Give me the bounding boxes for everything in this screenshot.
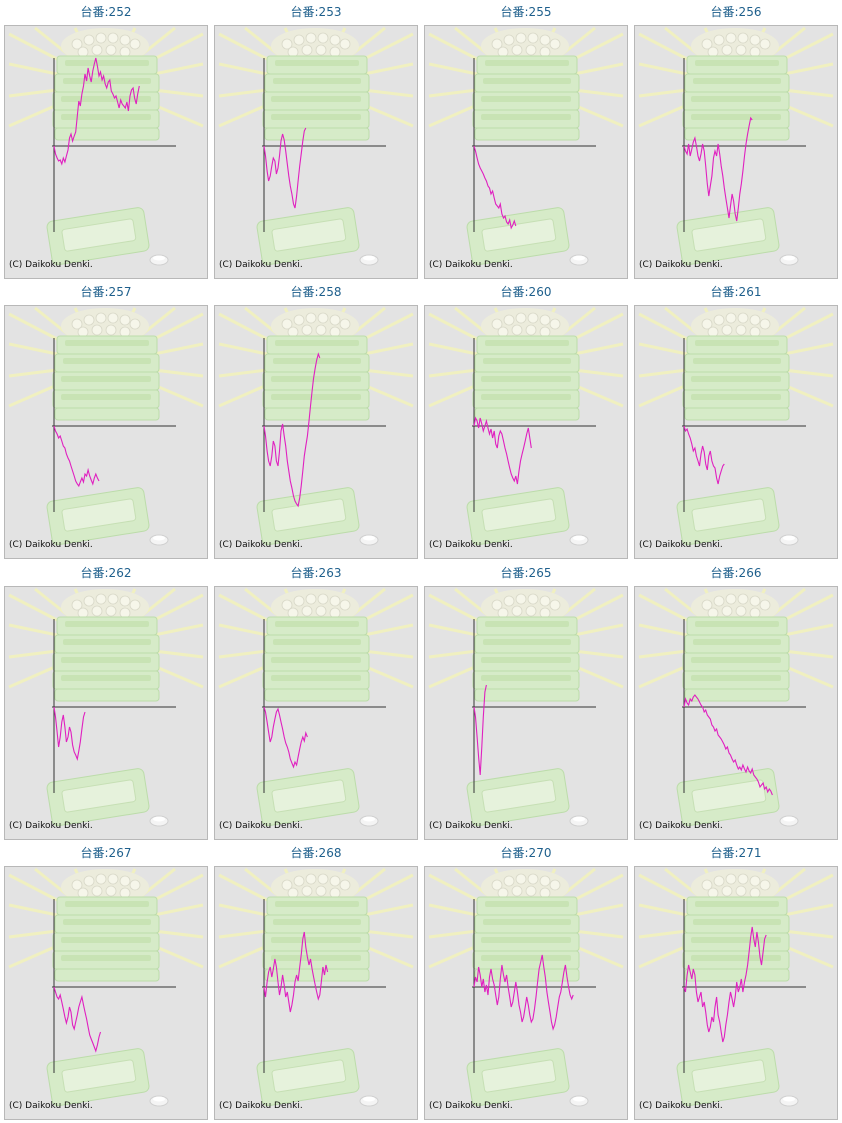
chart-panel: (C) Daikoku Denki. bbox=[4, 25, 208, 279]
chart-panel: (C) Daikoku Denki. bbox=[634, 305, 838, 559]
line-chart bbox=[637, 306, 835, 548]
chart-title: 台番:255 bbox=[500, 5, 552, 19]
copyright-text: (C) Daikoku Denki. bbox=[639, 260, 723, 270]
copyright-text: (C) Daikoku Denki. bbox=[429, 260, 513, 270]
chart-panel: (C) Daikoku Denki. bbox=[4, 586, 208, 840]
background-artwork bbox=[427, 867, 625, 1109]
chart-title: 台番:263 bbox=[290, 566, 342, 580]
copyright-text: (C) Daikoku Denki. bbox=[219, 260, 303, 270]
data-series-line bbox=[53, 57, 140, 166]
data-series-line bbox=[683, 425, 725, 485]
data-series-line bbox=[53, 425, 100, 488]
background-artwork bbox=[427, 306, 625, 548]
background-artwork bbox=[637, 587, 835, 829]
line-chart bbox=[427, 306, 625, 548]
chart-panel: (C) Daikoku Denki. bbox=[4, 866, 208, 1120]
line-chart bbox=[637, 26, 835, 268]
data-series-line bbox=[53, 986, 102, 1053]
data-series-line bbox=[473, 145, 517, 230]
chart-panel: (C) Daikoku Denki. bbox=[214, 586, 418, 840]
chart-title: 台番:262 bbox=[80, 566, 132, 580]
chart-title: 台番:265 bbox=[500, 566, 552, 580]
copyright-text: (C) Daikoku Denki. bbox=[9, 821, 93, 831]
data-series-line bbox=[473, 684, 487, 776]
data-series-line bbox=[683, 694, 773, 796]
chart-panel: (C) Daikoku Denki. bbox=[214, 305, 418, 559]
chart-title: 台番:256 bbox=[710, 5, 762, 19]
chart-title: 台番:260 bbox=[500, 285, 552, 299]
copyright-text: (C) Daikoku Denki. bbox=[9, 1101, 93, 1111]
background-artwork bbox=[7, 867, 205, 1109]
line-chart bbox=[7, 867, 205, 1109]
data-series-line bbox=[263, 127, 307, 209]
chart-title: 台番:253 bbox=[290, 5, 342, 19]
copyright-text: (C) Daikoku Denki. bbox=[9, 260, 93, 270]
line-chart bbox=[637, 867, 835, 1109]
chart-panel: (C) Daikoku Denki. bbox=[634, 25, 838, 279]
chart-title: 台番:270 bbox=[500, 846, 552, 860]
copyright-text: (C) Daikoku Denki. bbox=[219, 821, 303, 831]
chart-title: 台番:261 bbox=[710, 285, 762, 299]
data-series-line bbox=[473, 416, 532, 485]
line-chart bbox=[217, 587, 415, 829]
chart-panel: (C) Daikoku Denki. bbox=[4, 305, 208, 559]
line-chart bbox=[217, 306, 415, 548]
chart-panel: (C) Daikoku Denki. bbox=[424, 25, 628, 279]
copyright-text: (C) Daikoku Denki. bbox=[429, 1101, 513, 1111]
chart-title: 台番:258 bbox=[290, 285, 342, 299]
chart-panel: (C) Daikoku Denki. bbox=[424, 305, 628, 559]
background-artwork bbox=[217, 306, 415, 548]
chart-panel: (C) Daikoku Denki. bbox=[214, 25, 418, 279]
copyright-text: (C) Daikoku Denki. bbox=[639, 540, 723, 550]
background-artwork bbox=[7, 587, 205, 829]
copyright-text: (C) Daikoku Denki. bbox=[639, 821, 723, 831]
line-chart bbox=[217, 26, 415, 268]
copyright-text: (C) Daikoku Denki. bbox=[219, 1101, 303, 1111]
line-chart bbox=[7, 26, 205, 268]
background-artwork bbox=[7, 306, 205, 548]
background-artwork bbox=[637, 306, 835, 548]
chart-panel: (C) Daikoku Denki. bbox=[424, 866, 628, 1120]
chart-panel: (C) Daikoku Denki. bbox=[424, 586, 628, 840]
copyright-text: (C) Daikoku Denki. bbox=[639, 1101, 723, 1111]
copyright-text: (C) Daikoku Denki. bbox=[219, 540, 303, 550]
data-series-line bbox=[53, 706, 86, 761]
chart-panel: (C) Daikoku Denki. bbox=[634, 866, 838, 1120]
data-series-line bbox=[473, 954, 574, 1031]
background-artwork bbox=[637, 26, 835, 268]
data-series-line bbox=[263, 352, 321, 508]
line-chart bbox=[427, 867, 625, 1109]
data-series-line bbox=[683, 926, 767, 1043]
chart-panel: (C) Daikoku Denki. bbox=[634, 586, 838, 840]
line-chart bbox=[217, 867, 415, 1109]
line-chart bbox=[637, 587, 835, 829]
background-artwork bbox=[217, 587, 415, 829]
background-artwork bbox=[217, 26, 415, 268]
chart-title: 台番:267 bbox=[80, 846, 132, 860]
line-chart bbox=[427, 26, 625, 268]
copyright-text: (C) Daikoku Denki. bbox=[9, 540, 93, 550]
copyright-text: (C) Daikoku Denki. bbox=[429, 821, 513, 831]
line-chart bbox=[7, 306, 205, 548]
background-artwork bbox=[427, 587, 625, 829]
chart-title: 台番:257 bbox=[80, 285, 132, 299]
data-series-line bbox=[263, 706, 308, 769]
chart-title: 台番:271 bbox=[710, 846, 762, 860]
copyright-text: (C) Daikoku Denki. bbox=[429, 540, 513, 550]
chart-panel: (C) Daikoku Denki. bbox=[214, 866, 418, 1120]
background-artwork bbox=[7, 26, 205, 268]
chart-title: 台番:268 bbox=[290, 846, 342, 860]
line-chart bbox=[427, 587, 625, 829]
line-chart bbox=[7, 587, 205, 829]
chart-title: 台番:266 bbox=[710, 566, 762, 580]
chart-title: 台番:252 bbox=[80, 5, 132, 19]
data-series-line bbox=[263, 931, 329, 1013]
data-series-line bbox=[683, 116, 753, 222]
background-artwork bbox=[427, 26, 625, 268]
